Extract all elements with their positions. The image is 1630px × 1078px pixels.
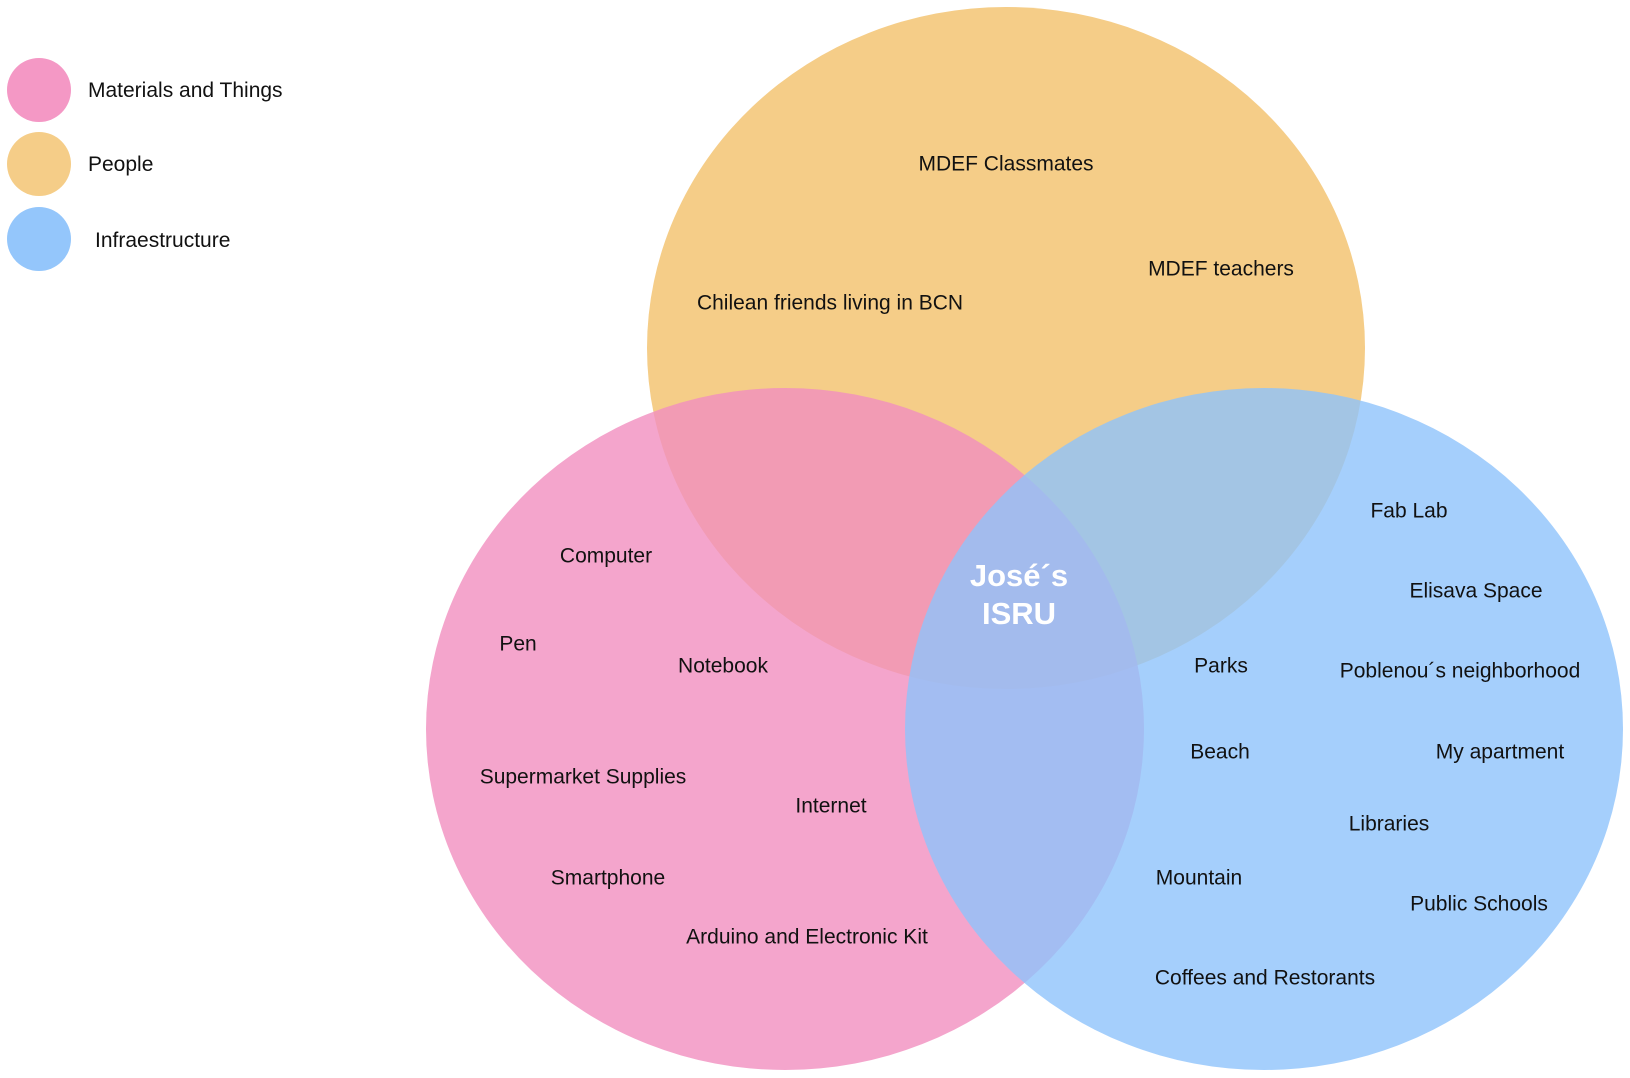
infrastructure-item-parks: Parks <box>1194 654 1248 678</box>
people-item-mdef-classmates: MDEF Classmates <box>918 152 1094 176</box>
infrastructure-item-beach: Beach <box>1190 740 1250 764</box>
materials-item-computer: Computer <box>559 544 653 568</box>
infrastructure-item-elisava-space: Elisava Space <box>1409 579 1543 603</box>
materials-item-internet: Internet <box>795 794 867 818</box>
center-title: José´s ISRU <box>970 557 1068 633</box>
infrastructure-item-poblenou: Poblenou´s neighborhood <box>1339 659 1581 683</box>
infrastructure-item-fab-lab: Fab Lab <box>1370 499 1448 523</box>
legend-swatch-materials <box>7 58 71 122</box>
infrastructure-item-my-apartment: My apartment <box>1435 740 1565 764</box>
infrastructure-item-mountain: Mountain <box>1155 866 1243 890</box>
infrastructure-circle <box>905 388 1623 1070</box>
center-title-line2: ISRU <box>981 596 1057 631</box>
people-item-chilean-friends: Chilean friends living in BCN <box>696 291 964 315</box>
legend-label-materials: Materials and Things <box>88 79 283 102</box>
center-title-line1: José´s <box>969 558 1069 594</box>
legend-swatch-people <box>7 132 71 196</box>
infrastructure-item-coffees-restorants: Coffees and Restorants <box>1154 966 1376 990</box>
materials-item-supermarket-supplies: Supermarket Supplies <box>479 765 687 789</box>
legend-label-people: People <box>88 153 154 176</box>
materials-item-pen: Pen <box>499 632 537 656</box>
materials-item-smartphone: Smartphone <box>550 866 666 890</box>
legend-label-infrastructure: Infraestructure <box>95 229 231 252</box>
legend-swatch-infrastructure <box>7 207 71 271</box>
infrastructure-item-public-schools: Public Schools <box>1410 892 1548 916</box>
infrastructure-item-libraries: Libraries <box>1348 812 1430 836</box>
materials-item-arduino-kit: Arduino and Electronic Kit <box>686 925 928 949</box>
materials-item-notebook: Notebook <box>678 654 768 678</box>
people-item-mdef-teachers: MDEF teachers <box>1148 257 1294 281</box>
